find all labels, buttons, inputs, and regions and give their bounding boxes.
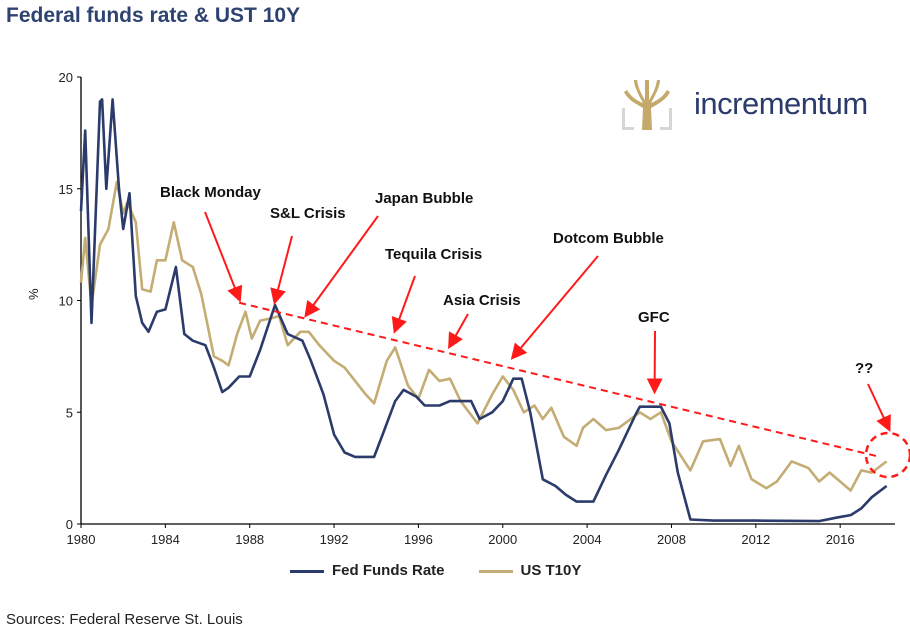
y-tick-label: 20 <box>59 70 73 85</box>
fed-funds-line <box>79 98 888 523</box>
x-tick-label: 1996 <box>404 532 433 547</box>
y-tick-label: 10 <box>59 294 73 309</box>
x-tick-label: 1984 <box>151 532 180 547</box>
x-tick-label: 2000 <box>488 532 517 547</box>
annotation-label: S&L Crisis <box>270 205 346 222</box>
annotation-arrow <box>510 255 599 360</box>
legend-label-t10y: US T10Y <box>520 562 582 579</box>
logo-text: incrementum <box>694 86 868 121</box>
legend-item-fed: Fed Funds Rate <box>290 562 445 579</box>
x-tick-label: 1988 <box>235 532 264 547</box>
source-note: Sources: Federal Reserve St. Louis <box>6 611 243 628</box>
x-tick-label: 2012 <box>741 532 770 547</box>
x-tick-label: 2016 <box>826 532 855 547</box>
incrementum-logo: incrementum <box>622 78 868 130</box>
x-tick-label: 1980 <box>67 532 96 547</box>
annotation-arrow <box>448 313 469 350</box>
y-axis-label: % <box>26 288 41 300</box>
annotation-label: GFC <box>638 309 670 326</box>
x-tick-label: 2008 <box>657 532 686 547</box>
legend-swatch-t10y <box>478 569 513 573</box>
annotation-label: Tequila Crisis <box>385 246 482 263</box>
legend-swatch-fed <box>290 569 324 573</box>
legend-item-t10y: US T10Y <box>478 562 582 579</box>
y-tick-label: 0 <box>66 517 73 532</box>
chart-plot: 0 5 10 15 20 1980 1984 1988 1992 1996 2000 2004 2008… <box>26 70 910 547</box>
trend-line <box>238 301 881 458</box>
legend: Fed Funds Rate US T10Y <box>290 562 581 579</box>
annotation-arrow <box>270 235 293 305</box>
x-tick-label: 1992 <box>320 532 349 547</box>
annotation-label: Japan Bubble <box>375 190 473 207</box>
annotation-label: Dotcom Bubble <box>553 230 664 247</box>
annotation-label: Black Monday <box>160 184 262 201</box>
y-tick-label: 5 <box>66 405 73 420</box>
annotation-arrow <box>867 383 891 432</box>
annotation-arrow <box>391 275 416 334</box>
t10y-line <box>79 180 888 492</box>
legend-label-fed: Fed Funds Rate <box>332 562 445 579</box>
annotation-arrow <box>304 215 379 318</box>
y-tick-label: 15 <box>59 182 73 197</box>
annotation-arrow <box>204 211 243 303</box>
x-tick-label: 2004 <box>573 532 602 547</box>
chart-title: Federal funds rate & UST 10Y <box>6 4 301 27</box>
tree-logo-icon <box>622 80 672 130</box>
annotation-label: ?? <box>855 360 873 377</box>
annotation-label: Asia Crisis <box>443 292 521 309</box>
